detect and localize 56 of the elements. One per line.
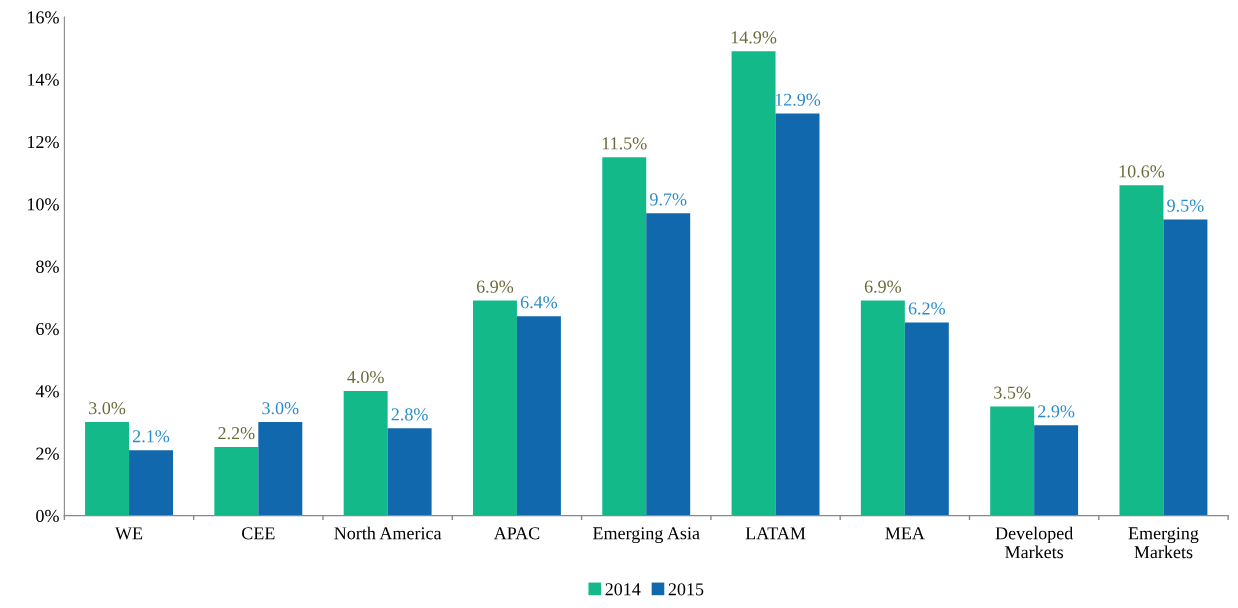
- data-label: 4.0%: [347, 370, 384, 384]
- y-tick-label: 6%: [36, 322, 59, 336]
- legend-label: 2015: [668, 583, 704, 596]
- data-label: 3.0%: [89, 402, 126, 415]
- y-tick-label: 12%: [28, 135, 59, 149]
- data-label: 6.2%: [908, 302, 946, 315]
- bar: [1034, 425, 1079, 516]
- bar: [516, 316, 561, 516]
- x-tick-label: North America: [334, 526, 442, 540]
- data-label: 11.5%: [602, 137, 647, 150]
- data-label: 6.9%: [864, 280, 902, 293]
- data-label: 10.6%: [1119, 165, 1165, 178]
- data-label: 3.0%: [262, 402, 299, 415]
- bar: [129, 450, 173, 516]
- data-label: 12.9%: [775, 93, 821, 106]
- x-tick-label: MEA: [885, 527, 925, 540]
- bar: [387, 428, 432, 516]
- y-tick-label: 2%: [36, 447, 59, 460]
- data-label: 14.9%: [731, 31, 777, 44]
- y-tick-label: 0%: [36, 509, 59, 523]
- bar: [258, 422, 303, 516]
- data-label: 2.2%: [218, 427, 255, 440]
- bar: [990, 406, 1035, 516]
- bar: [214, 447, 259, 516]
- bar: [343, 390, 388, 516]
- data-label: 9.7%: [649, 193, 687, 206]
- bar: [602, 157, 647, 516]
- y-tick-label: 10%: [28, 198, 59, 211]
- bar: [1119, 185, 1164, 516]
- data-label: 6.4%: [520, 296, 558, 309]
- bar: [775, 113, 820, 516]
- bar: [472, 300, 517, 516]
- data-label: 2.8%: [391, 408, 428, 421]
- bar: [85, 422, 130, 516]
- y-tick-label: 4%: [35, 385, 59, 398]
- bar: [1163, 219, 1208, 516]
- bar: [860, 300, 905, 516]
- bar: [646, 213, 691, 516]
- x-tick-label: APAC: [493, 527, 540, 540]
- x-tick-label: Developed Markets: [995, 526, 1074, 559]
- data-label: 9.5%: [1167, 199, 1204, 212]
- x-tick-label: WE: [115, 527, 143, 540]
- data-label: 2.9%: [1038, 405, 1075, 418]
- x-tick-label: LATAM: [745, 527, 806, 540]
- y-tick-label: 16%: [28, 11, 59, 24]
- x-tick-label: Emerging Markets: [1128, 527, 1199, 559]
- y-tick-label: 8%: [36, 260, 59, 273]
- bar: [731, 51, 776, 516]
- data-label: 2.1%: [133, 430, 170, 443]
- bar: [904, 322, 949, 516]
- legend-label: 2014: [605, 583, 641, 596]
- data-label: 3.5%: [994, 386, 1031, 399]
- y-tick-label: 14%: [28, 73, 59, 86]
- data-label: 6.9%: [476, 280, 514, 293]
- x-tick-label: Emerging Asia: [593, 527, 700, 544]
- x-tick-label: CEE: [242, 527, 275, 540]
